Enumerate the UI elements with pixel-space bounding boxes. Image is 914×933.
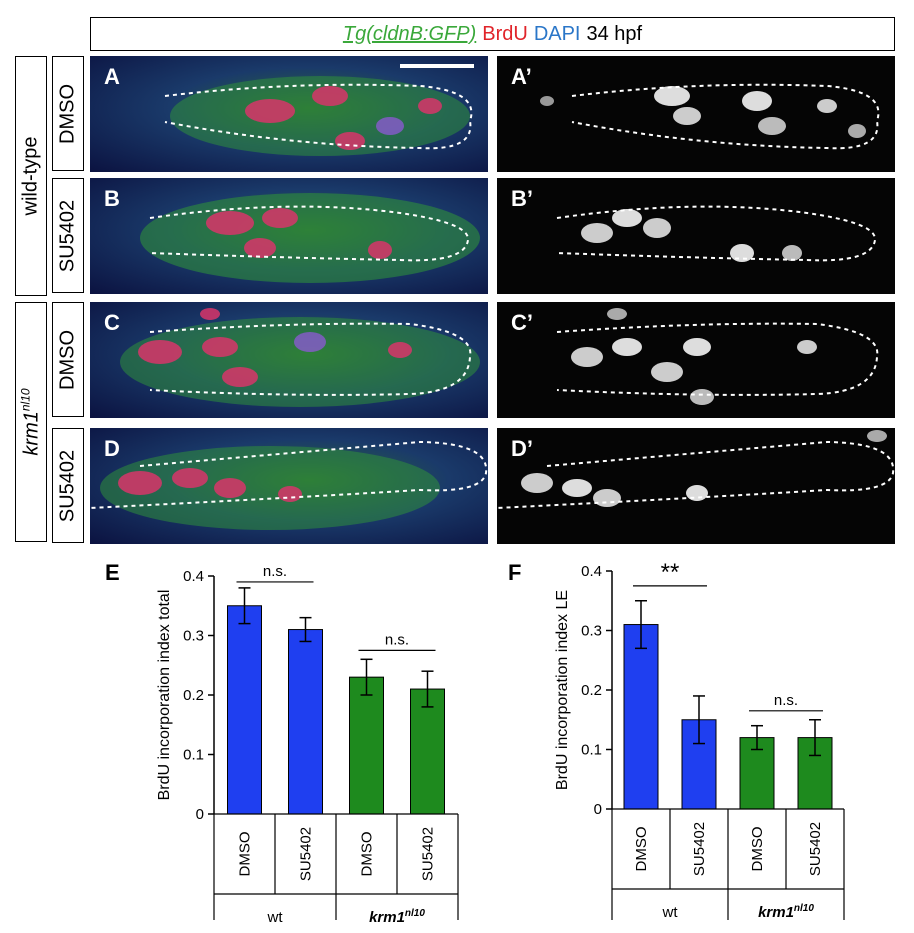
category-label: DMSO bbox=[359, 832, 376, 877]
micrograph-A: A bbox=[90, 56, 488, 172]
row-label-2: SU5402 bbox=[52, 178, 84, 293]
y-tick-label: 0.1 bbox=[183, 747, 204, 764]
micrograph-A-prime-image bbox=[540, 83, 880, 150]
panel-label-A-prime: A’ bbox=[511, 64, 532, 89]
significance-label: n.s. bbox=[385, 631, 409, 648]
bar bbox=[349, 676, 384, 815]
y-tick-label: 0.2 bbox=[183, 687, 204, 704]
micrograph-A-prime: A’ bbox=[497, 56, 895, 172]
panel-label-A: A bbox=[104, 64, 120, 89]
group-label: krm1nl10 bbox=[369, 908, 425, 926]
row-label-3: DMSO bbox=[52, 302, 84, 417]
row-label-1: DMSO bbox=[52, 56, 84, 171]
micrograph-B-image bbox=[140, 193, 480, 283]
micrograph-D: D bbox=[90, 428, 488, 544]
bar bbox=[227, 605, 262, 815]
panel-label-E: E bbox=[105, 560, 120, 585]
micrograph-B-prime-image bbox=[556, 205, 876, 262]
micrograph-C-prime-image bbox=[556, 308, 879, 405]
micrograph-C-image bbox=[120, 308, 480, 407]
figure-header: Tg(cldnB:GFP) BrdU DAPI 34 hpf bbox=[90, 17, 895, 51]
significance-label: n.s. bbox=[263, 563, 287, 580]
y-tick-label: 0 bbox=[196, 806, 204, 823]
header-dapi: DAPI bbox=[533, 22, 581, 45]
micrograph-C: C bbox=[90, 302, 488, 418]
group-label: wt bbox=[267, 909, 284, 926]
header-stage: 34 hpf bbox=[586, 22, 643, 45]
panel-label-C-prime: C’ bbox=[511, 310, 533, 335]
micrograph-C-prime: C’ bbox=[497, 302, 895, 418]
micrograph-A-image bbox=[164, 76, 473, 156]
y-tick-label: 0.3 bbox=[183, 628, 204, 645]
group-label-wild-type: wild-type bbox=[15, 56, 47, 296]
category-label: DMSO bbox=[237, 832, 254, 877]
micrograph-D-prime: D’ bbox=[497, 428, 895, 544]
row-label-4: SU5402 bbox=[52, 428, 84, 543]
category-label: SU5402 bbox=[420, 827, 437, 881]
header-transgene: Tg(cldnB:GFP) bbox=[342, 22, 477, 45]
micrograph-D-prime-image bbox=[497, 430, 895, 509]
micrograph-B: B bbox=[90, 178, 488, 294]
category-label: SU5402 bbox=[298, 827, 315, 881]
header-brdu: BrdU bbox=[482, 22, 528, 45]
panel-label-B: B bbox=[104, 186, 120, 211]
bar bbox=[288, 629, 323, 815]
bar bbox=[410, 688, 445, 815]
y-tick-label: 0.4 bbox=[183, 568, 204, 585]
panel-label-F: F bbox=[508, 560, 522, 585]
scale-bar bbox=[400, 64, 474, 68]
panel-label-D-prime: D’ bbox=[511, 436, 533, 461]
panel-label-D: D bbox=[104, 436, 120, 461]
group-label-krm1: krm1nl10 bbox=[15, 302, 47, 542]
panel-label-C: C bbox=[104, 310, 120, 335]
micrograph-D-image bbox=[90, 440, 488, 530]
micrograph-B-prime: B’ bbox=[497, 178, 895, 294]
panel-label-B-prime: B’ bbox=[511, 186, 533, 211]
y-axis-label: BrdU incorporation index total bbox=[156, 590, 173, 801]
